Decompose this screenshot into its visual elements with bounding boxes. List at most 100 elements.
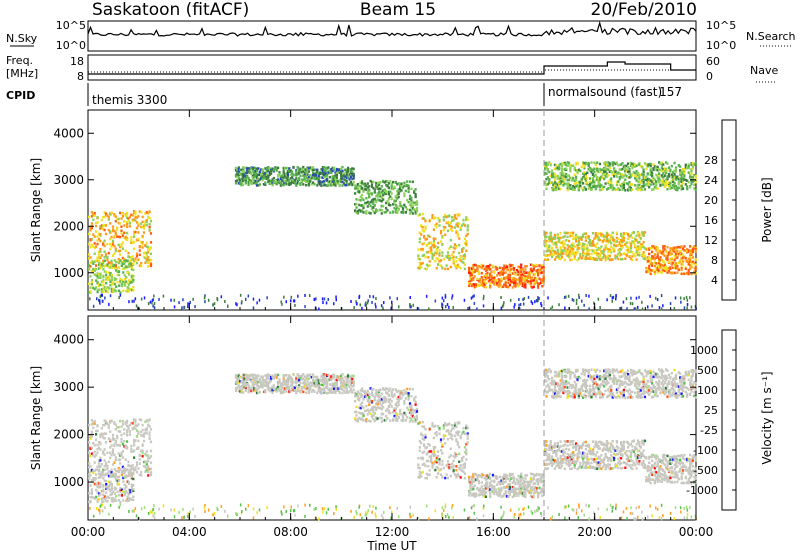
power-echo-cell [409, 180, 411, 183]
power-echo-cell [688, 171, 690, 174]
power-echo-cell [499, 267, 501, 270]
power-echo-cell [256, 170, 258, 173]
power-echo-cell [402, 212, 404, 215]
power-echo-cell [551, 169, 553, 172]
velocity-echo-cell [126, 421, 128, 424]
power-echo-cell [473, 294, 475, 297]
power-echo-cell [393, 186, 395, 189]
power-echo-cell [315, 297, 317, 300]
velocity-echo-cell [122, 499, 124, 502]
power-echo-cell [630, 245, 632, 248]
power-echo-cell [99, 248, 101, 251]
power-echo-cell [492, 265, 494, 268]
power-echo-cell [609, 167, 611, 170]
power-echo-cell [461, 249, 463, 252]
power-echo-cell [281, 301, 283, 304]
power-echo-cell [434, 260, 436, 263]
power-echo-cell [643, 173, 645, 176]
velocity-echo-cell [118, 494, 120, 497]
power-echo-cell [98, 253, 100, 256]
power-echo-cell [245, 298, 247, 301]
power-echo-cell [472, 295, 474, 298]
power-echo-cell [132, 300, 134, 303]
power-echo-cell [605, 244, 607, 247]
power-echo-cell [153, 295, 155, 298]
power-echo-cell [107, 291, 109, 294]
velocity-echo-cell [112, 434, 114, 437]
power-echo-cell [481, 276, 483, 279]
power-echo-cell [132, 289, 134, 292]
power-echo-cell [640, 237, 642, 240]
power-echo-cell [278, 173, 280, 176]
power-echo-cell [695, 267, 697, 270]
power-echo-cell [564, 243, 566, 246]
velocity-echo-cell [126, 440, 128, 443]
freq-label: Freq. [6, 54, 33, 67]
power-echo-cell [638, 234, 640, 237]
power-echo-cell [436, 267, 438, 270]
power-echo-cell [651, 171, 653, 174]
power-echo-cell [536, 278, 538, 281]
power-echo-cell [606, 298, 608, 301]
velocity-echo-cell [102, 490, 104, 493]
power-echo-cell [113, 245, 115, 248]
power-echo-cell [441, 235, 443, 238]
power-echo-cell [695, 162, 697, 165]
power-echo-cell [526, 265, 528, 268]
velocity-echo-cell [125, 475, 127, 478]
power-echo-cell [631, 188, 633, 191]
power-echo-cell [623, 237, 625, 240]
velocity-echo-cell [121, 494, 123, 497]
power-echo-cell [136, 255, 138, 258]
power-echo-cell [564, 235, 566, 238]
power-echo-cell [150, 259, 152, 262]
power-echo-cell [568, 174, 570, 177]
power-echo-cell [693, 184, 695, 187]
power-echo-cell [530, 282, 532, 285]
power-echo-cell [588, 249, 590, 252]
power-echo-cell [651, 265, 653, 268]
power-echo-cell [455, 260, 457, 263]
power-echo-cell [612, 164, 614, 167]
power-echo-cell [422, 213, 424, 216]
power-echo-cell [119, 250, 121, 253]
velocity-echo-cell [132, 422, 134, 425]
power-echo-cell [695, 263, 697, 266]
power-echo-cell [438, 249, 440, 252]
velocity-echo-cell [101, 463, 103, 466]
power-echo-cell [408, 187, 410, 190]
power-echo-cell [122, 212, 124, 215]
power-echo-cell [304, 305, 306, 308]
power-echo-cell [259, 171, 261, 174]
power-echo-cell [651, 262, 653, 265]
power-echo-cell [638, 251, 640, 254]
power-echo-cell [437, 246, 439, 249]
power-echo-cell [524, 286, 526, 289]
velocity-echo-cell [142, 450, 144, 453]
velocity-echo-cell [147, 460, 149, 463]
power-echo-cell [235, 182, 237, 185]
power-echo-cell [592, 241, 594, 244]
power-echo-cell [590, 253, 592, 256]
power-echo-cell [453, 306, 455, 309]
power-echo-cell [612, 296, 614, 299]
power-echo-cell [596, 168, 598, 171]
power-echo-cell [108, 303, 110, 306]
power-echo-cell [125, 276, 127, 279]
power-echo-cell [447, 268, 449, 271]
power-echo-cell [389, 204, 391, 207]
velocity-echo-cell [95, 477, 97, 480]
power-echo-cell [476, 307, 478, 310]
power-echo-cell [144, 296, 146, 299]
power-echo-cell [136, 262, 138, 265]
velocity-echo-cell [95, 473, 97, 476]
power-echo-cell [674, 162, 676, 165]
power-echo-cell [405, 211, 407, 214]
velocity-echo-cell [285, 390, 287, 393]
power-echo-cell [454, 226, 456, 229]
power-echo-cell [383, 301, 385, 304]
power-echo-cell [464, 299, 466, 302]
power-echo-cell [557, 249, 559, 252]
power-echo-cell [385, 190, 387, 193]
power-echo-cell [127, 219, 129, 222]
